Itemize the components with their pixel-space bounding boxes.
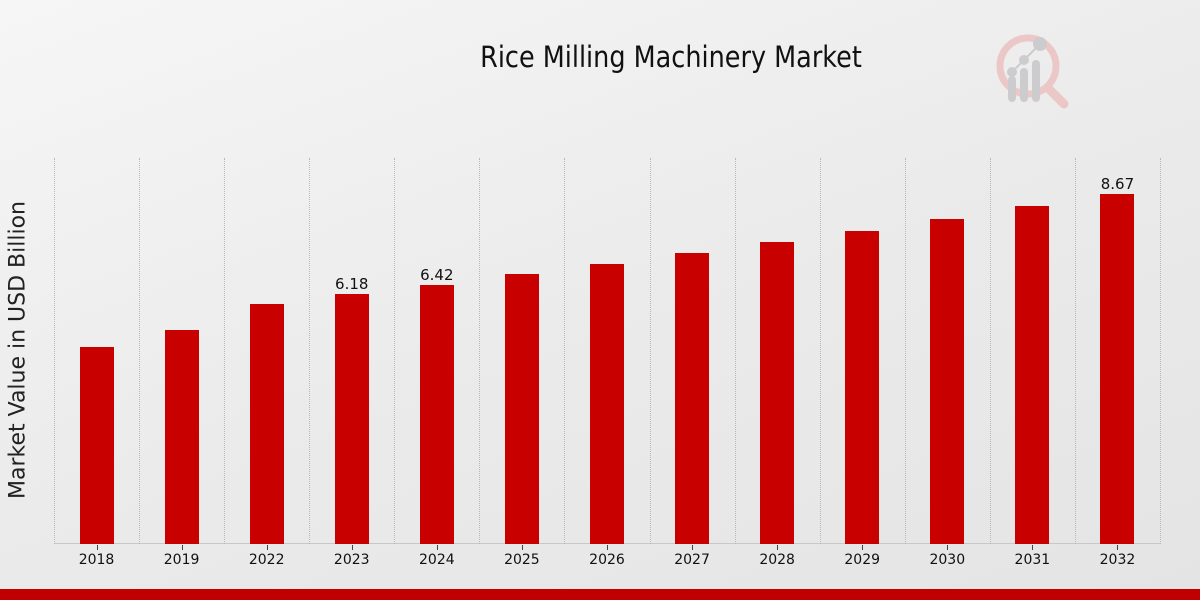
x-tick-label: 2022: [248, 552, 285, 568]
bar-group: 6.42 2024: [394, 158, 479, 568]
bar-2023[interactable]: [334, 294, 369, 544]
bar-2022[interactable]: [249, 303, 284, 544]
x-tick-label: 2026: [589, 552, 625, 568]
bar-2027[interactable]: [675, 252, 710, 544]
bar-group: 8.67 2032: [1075, 158, 1160, 568]
x-tick-label: 2028: [759, 552, 795, 568]
x-tick: [351, 545, 353, 550]
bar-group: 2030: [905, 158, 990, 568]
chart-title: Rice Milling Machinery Market: [480, 40, 862, 74]
x-tick: [436, 545, 438, 550]
bar-2026[interactable]: [589, 263, 624, 544]
bar-2019[interactable]: [164, 330, 199, 544]
grid-line: [649, 158, 651, 544]
y-axis-label: Market Value in USD Billion: [5, 200, 31, 500]
grid-line: [819, 158, 821, 544]
bar-group: 2018: [54, 158, 139, 568]
x-tick: [181, 545, 183, 550]
grid-line: [1160, 158, 1161, 544]
grid-line: [564, 158, 566, 544]
grid-line: [139, 158, 141, 544]
grid-line: [309, 158, 311, 544]
x-tick: [1117, 545, 1119, 550]
bar-group: 2029: [820, 158, 905, 568]
x-tick: [606, 545, 608, 550]
grid-line: [989, 158, 991, 544]
grid-line: [1074, 158, 1076, 544]
bar-2018[interactable]: [79, 346, 114, 544]
x-tick: [862, 545, 864, 550]
grid-line: [734, 158, 736, 544]
x-tick: [692, 545, 694, 550]
bar-group: 2025: [479, 158, 564, 568]
footer-bar: [0, 589, 1200, 600]
bar-group: 2019: [139, 158, 224, 568]
x-tick-label: 2018: [78, 552, 115, 568]
grid-line: [904, 158, 906, 544]
x-tick-label: 2029: [844, 552, 881, 568]
x-tick-label: 2023: [333, 552, 370, 568]
bar-group: 2028: [735, 158, 820, 568]
bar-2024[interactable]: [419, 284, 454, 544]
bar-2028[interactable]: [760, 241, 795, 544]
data-label: 6.42: [420, 265, 454, 284]
grid-line: [394, 158, 396, 544]
bar-group: 6.18 2023: [309, 158, 394, 568]
x-tick-label: 2027: [674, 552, 710, 568]
x-tick: [96, 545, 98, 550]
bar-group: 2026: [564, 158, 649, 568]
plot-area: 2018 2019 2022 6.18 2023 6.42 2024 2025 2026 2027…: [54, 158, 1161, 568]
bar-2029[interactable]: [845, 231, 880, 544]
x-tick-label: 2025: [504, 552, 540, 568]
magnifier-bar-chart-logo-icon: [996, 34, 1069, 109]
x-tick: [1032, 545, 1034, 550]
x-tick-label: 2019: [163, 552, 200, 568]
x-tick: [947, 545, 949, 550]
bar-2025[interactable]: [504, 273, 539, 544]
data-label: 6.18: [335, 275, 369, 294]
grid-line: [479, 158, 481, 544]
x-tick: [777, 545, 779, 550]
x-tick: [266, 545, 268, 550]
data-label: 8.67: [1100, 174, 1135, 193]
bar-2032[interactable]: [1100, 193, 1135, 544]
grid-line: [54, 158, 55, 544]
grid-line: [224, 158, 226, 544]
bar-2031[interactable]: [1015, 206, 1050, 544]
x-tick: [521, 545, 523, 550]
x-tick-label: 2030: [929, 552, 966, 568]
x-tick-label: 2032: [1099, 552, 1136, 568]
bar-group: 2027: [650, 158, 735, 568]
x-tick-label: 2031: [1014, 552, 1051, 568]
x-tick-label: 2024: [419, 552, 455, 568]
bar-group: 2031: [990, 158, 1075, 568]
bar-2030[interactable]: [930, 218, 965, 544]
bar-group: 2022: [224, 158, 309, 568]
